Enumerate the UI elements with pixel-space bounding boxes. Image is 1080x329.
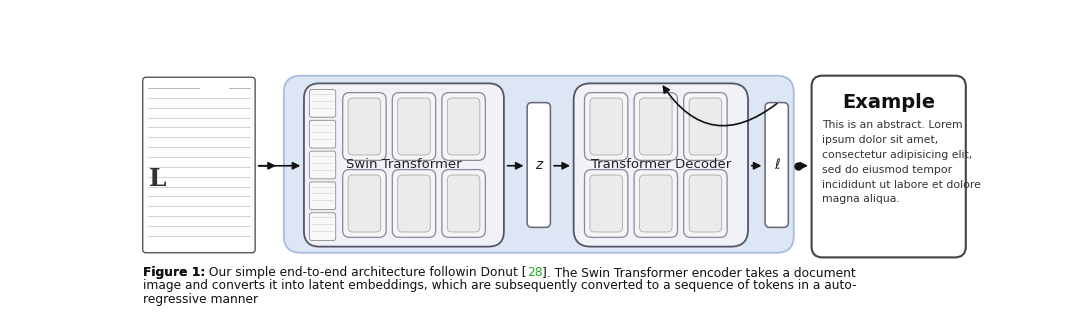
FancyBboxPatch shape xyxy=(309,120,336,148)
Text: Our simple end-to-end architecture followin Donut [: Our simple end-to-end architecture follo… xyxy=(205,266,527,279)
Text: Figure 1:: Figure 1: xyxy=(143,266,205,279)
FancyBboxPatch shape xyxy=(397,98,430,155)
FancyBboxPatch shape xyxy=(684,92,727,160)
FancyBboxPatch shape xyxy=(442,92,485,160)
FancyBboxPatch shape xyxy=(639,98,672,155)
FancyBboxPatch shape xyxy=(689,175,721,232)
FancyBboxPatch shape xyxy=(811,76,966,257)
FancyBboxPatch shape xyxy=(447,98,480,155)
Text: ]. The Swin Transformer encoder takes a document: ]. The Swin Transformer encoder takes a … xyxy=(542,266,856,279)
FancyBboxPatch shape xyxy=(303,83,504,247)
FancyBboxPatch shape xyxy=(639,175,672,232)
Text: Figure 1:: Figure 1: xyxy=(143,266,205,279)
Text: L: L xyxy=(149,167,166,191)
FancyBboxPatch shape xyxy=(573,83,748,247)
Text: Example: Example xyxy=(842,92,935,112)
FancyBboxPatch shape xyxy=(342,92,387,160)
FancyBboxPatch shape xyxy=(447,175,480,232)
Text: regressive manner: regressive manner xyxy=(143,293,258,306)
FancyBboxPatch shape xyxy=(442,170,485,237)
FancyBboxPatch shape xyxy=(348,98,380,155)
FancyBboxPatch shape xyxy=(590,175,622,232)
FancyBboxPatch shape xyxy=(634,92,677,160)
FancyBboxPatch shape xyxy=(590,98,622,155)
FancyBboxPatch shape xyxy=(684,170,727,237)
Text: image and converts it into latent embeddings, which are subsequently converted t: image and converts it into latent embedd… xyxy=(143,279,856,292)
FancyBboxPatch shape xyxy=(309,213,336,240)
Text: This is an abstract. Lorem
ipsum dolor sit amet,
consectetur adipisicing elit,
s: This is an abstract. Lorem ipsum dolor s… xyxy=(823,120,982,204)
FancyBboxPatch shape xyxy=(584,170,627,237)
FancyBboxPatch shape xyxy=(527,103,551,227)
FancyBboxPatch shape xyxy=(584,92,627,160)
Text: 28: 28 xyxy=(527,266,542,279)
FancyBboxPatch shape xyxy=(392,92,435,160)
FancyBboxPatch shape xyxy=(342,170,387,237)
FancyBboxPatch shape xyxy=(348,175,380,232)
FancyBboxPatch shape xyxy=(309,89,336,117)
Text: Swin Transformer: Swin Transformer xyxy=(346,159,462,171)
Text: ℓ: ℓ xyxy=(774,158,780,172)
FancyBboxPatch shape xyxy=(689,98,721,155)
FancyBboxPatch shape xyxy=(634,170,677,237)
FancyBboxPatch shape xyxy=(309,182,336,210)
FancyBboxPatch shape xyxy=(143,77,255,253)
FancyBboxPatch shape xyxy=(284,76,794,253)
FancyBboxPatch shape xyxy=(397,175,430,232)
FancyBboxPatch shape xyxy=(392,170,435,237)
FancyBboxPatch shape xyxy=(765,103,788,227)
FancyBboxPatch shape xyxy=(309,151,336,179)
Text: Transformer Decoder: Transformer Decoder xyxy=(591,159,731,171)
Text: z: z xyxy=(536,158,542,172)
